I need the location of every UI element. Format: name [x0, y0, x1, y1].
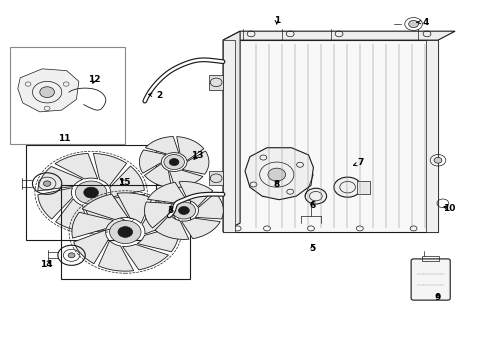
Polygon shape [223, 31, 240, 232]
Circle shape [164, 154, 184, 170]
Circle shape [44, 181, 51, 186]
Polygon shape [209, 75, 222, 90]
Polygon shape [170, 170, 203, 188]
Text: 6: 6 [309, 201, 316, 210]
Bar [222, 40, 235, 232]
Polygon shape [82, 194, 128, 220]
Circle shape [75, 181, 107, 204]
Text: 2: 2 [148, 91, 163, 100]
Text: 8: 8 [273, 180, 280, 189]
Circle shape [118, 227, 133, 237]
Circle shape [170, 158, 179, 166]
Bar [357, 181, 369, 194]
Text: 11: 11 [58, 134, 71, 143]
Text: 3: 3 [168, 206, 174, 215]
Polygon shape [223, 40, 438, 232]
Text: 13: 13 [192, 151, 204, 160]
Text: 5: 5 [309, 244, 316, 253]
Polygon shape [223, 31, 455, 40]
Circle shape [268, 168, 286, 181]
Circle shape [409, 21, 418, 28]
Text: 7: 7 [353, 158, 364, 167]
Polygon shape [38, 166, 83, 191]
Polygon shape [122, 244, 169, 270]
Polygon shape [94, 153, 126, 186]
Polygon shape [155, 214, 189, 239]
Polygon shape [142, 200, 177, 234]
Polygon shape [182, 151, 209, 174]
Polygon shape [55, 199, 89, 232]
Polygon shape [137, 226, 179, 252]
Bar [26, 145, 156, 240]
Polygon shape [139, 150, 166, 173]
Polygon shape [18, 69, 79, 112]
Polygon shape [181, 218, 221, 239]
Polygon shape [147, 182, 186, 203]
Text: 12: 12 [88, 75, 101, 84]
Text: 10: 10 [442, 204, 455, 213]
Polygon shape [145, 163, 171, 188]
Polygon shape [245, 148, 314, 200]
Circle shape [172, 202, 196, 219]
Text: 1: 1 [273, 16, 280, 25]
Polygon shape [99, 194, 145, 219]
Polygon shape [177, 136, 204, 161]
Bar [10, 47, 125, 144]
Polygon shape [145, 202, 173, 228]
Polygon shape [179, 181, 213, 207]
Polygon shape [74, 230, 108, 264]
Polygon shape [195, 193, 223, 219]
Bar [61, 185, 190, 279]
Text: 14: 14 [40, 260, 52, 269]
Circle shape [68, 253, 75, 258]
Text: 15: 15 [118, 178, 130, 187]
Polygon shape [72, 212, 114, 238]
Text: 9: 9 [435, 293, 441, 302]
Polygon shape [209, 171, 222, 185]
Polygon shape [110, 166, 145, 197]
Circle shape [305, 188, 327, 204]
Polygon shape [146, 136, 179, 154]
Circle shape [110, 220, 141, 244]
Circle shape [40, 87, 54, 98]
Circle shape [84, 187, 98, 198]
Polygon shape [84, 206, 127, 232]
Bar [422, 256, 439, 261]
Polygon shape [38, 188, 73, 219]
FancyBboxPatch shape [411, 259, 450, 300]
Polygon shape [117, 193, 152, 223]
Polygon shape [55, 153, 98, 179]
Circle shape [178, 207, 189, 215]
Polygon shape [98, 240, 134, 271]
Bar [426, 40, 438, 232]
Text: 4: 4 [417, 18, 429, 27]
Circle shape [434, 157, 442, 163]
Circle shape [334, 177, 361, 197]
